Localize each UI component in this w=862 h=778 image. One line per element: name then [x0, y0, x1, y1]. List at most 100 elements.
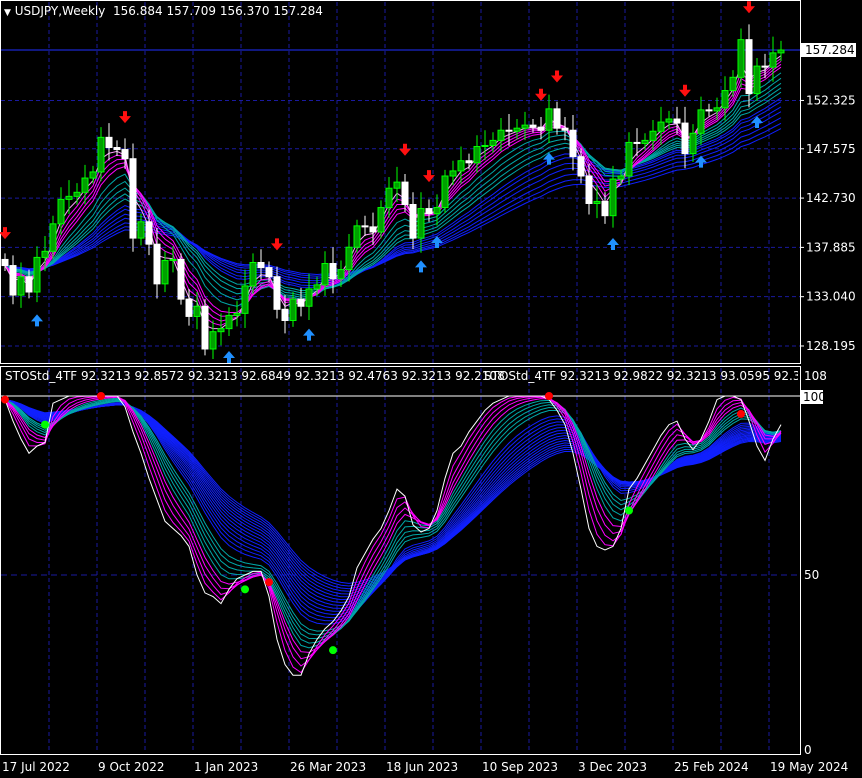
- bear-candle: [121, 149, 129, 160]
- indicator-tick-label: 0: [804, 743, 812, 757]
- bull-candle: [313, 284, 321, 290]
- bull-candle: [665, 118, 673, 123]
- level-100-box: [801, 390, 823, 404]
- stoch-magenta-line: [4, 395, 782, 674]
- bull-candle: [57, 198, 65, 225]
- bull-candle: [385, 187, 393, 209]
- bull-candle: [497, 129, 505, 141]
- bull-candle: [209, 331, 217, 350]
- bear-candle: [553, 108, 561, 129]
- date-tick-label: 26 Mar 2023: [290, 760, 366, 774]
- bear-candle: [561, 127, 569, 131]
- bull-candle: [617, 175, 625, 180]
- price-tick-label: 152.325: [806, 93, 856, 107]
- bull-candle: [73, 191, 81, 197]
- candles: [1, 24, 785, 360]
- bear-candle: [113, 147, 121, 151]
- bull-candle: [233, 312, 241, 316]
- sell-dot: [737, 409, 745, 418]
- stoch-blue-line: [4, 399, 782, 590]
- bear-candle: [105, 136, 113, 149]
- bull-candle: [193, 305, 201, 317]
- buy-arrow-icon: [695, 155, 707, 168]
- bull-candle: [713, 107, 721, 112]
- bear-candle: [25, 276, 33, 293]
- bull-candle: [377, 207, 385, 233]
- fast-ma-line: [4, 55, 782, 330]
- stoch-blue-line: [4, 399, 782, 592]
- sell-arrow-icon: [399, 143, 411, 156]
- bear-candle: [145, 221, 153, 245]
- buy-dot: [241, 585, 249, 594]
- bull-candle: [457, 160, 465, 172]
- bear-candle: [257, 261, 265, 269]
- bear-candle: [505, 129, 513, 132]
- bull-candle: [345, 246, 353, 271]
- bull-candle: [225, 314, 233, 330]
- bull-candle: [545, 108, 553, 131]
- bull-candle: [737, 39, 745, 78]
- price-tick-label: 133.040: [806, 290, 856, 304]
- magenta-ma-line: [4, 58, 782, 326]
- buy-arrow-icon: [543, 152, 555, 165]
- bull-candle: [473, 145, 481, 164]
- bear-candle: [153, 243, 161, 285]
- date-tick-label: 18 Jun 2023: [386, 760, 458, 774]
- date-tick-label: 17 Jul 2022: [2, 760, 70, 774]
- bull-candle: [353, 225, 361, 248]
- bear-candle: [409, 203, 417, 239]
- bull-candle: [49, 223, 57, 252]
- sell-arrow-icon: [535, 88, 547, 101]
- bull-candle: [753, 65, 761, 95]
- bull-candle: [417, 208, 425, 239]
- indicator-axis: 108 50 0 100: [801, 369, 827, 757]
- indicator-panel-frame: [0, 366, 801, 755]
- bull-candle: [305, 288, 313, 307]
- teal-ma-line: [4, 72, 782, 307]
- bear-candle: [569, 129, 577, 158]
- bear-candle: [281, 308, 289, 321]
- bull-candle: [721, 90, 729, 109]
- bull-candle: [689, 132, 697, 155]
- stoch-teal-line: [4, 399, 782, 632]
- bull-candle: [321, 263, 329, 286]
- sell-arrow-icon: [0, 227, 11, 240]
- bear-candle: [177, 258, 185, 300]
- bear-candle: [329, 263, 337, 280]
- current-price-label: 157.284: [805, 43, 855, 57]
- bear-candle: [465, 160, 473, 164]
- triangle-down-icon[interactable]: ▼: [4, 8, 11, 18]
- blue-ma-line: [4, 122, 782, 277]
- sell-dot: [97, 392, 105, 400]
- indicator-label-1: STOStd_4TF 92.3213 92.8572 92.3213 92.68…: [5, 369, 505, 383]
- bull-candle: [777, 49, 785, 54]
- bull-candle: [593, 200, 601, 204]
- stoch-teal-line: [4, 399, 782, 640]
- bear-candle: [601, 200, 609, 217]
- teal-ma-line: [4, 77, 782, 301]
- date-tick-label: 19 May 2024: [770, 760, 848, 774]
- bull-candle: [641, 139, 649, 144]
- bear-candle: [273, 276, 281, 310]
- price-tick-label: 147.575: [806, 142, 856, 156]
- sell-dot: [265, 578, 273, 587]
- bull-candle: [89, 171, 97, 179]
- bull-candle: [17, 276, 25, 296]
- date-tick-label: 3 Dec 2023: [578, 760, 647, 774]
- bull-candle: [249, 261, 257, 287]
- bull-candle: [625, 141, 633, 177]
- sell-arrow-icon: [423, 170, 435, 183]
- bear-candle: [585, 175, 593, 204]
- sell-arrow-icon: [743, 1, 755, 14]
- bear-candle: [681, 122, 689, 155]
- stoch-main-line: [4, 395, 782, 676]
- stoch-magenta-line: [4, 396, 782, 653]
- bear-candle: [129, 158, 137, 239]
- sell-dot: [545, 392, 553, 400]
- sell-arrow-icon: [679, 84, 691, 97]
- bear-candle: [577, 156, 585, 177]
- date-tick-label: 25 Feb 2024: [674, 760, 749, 774]
- bear-candle: [361, 225, 369, 228]
- bull-candle: [289, 298, 297, 321]
